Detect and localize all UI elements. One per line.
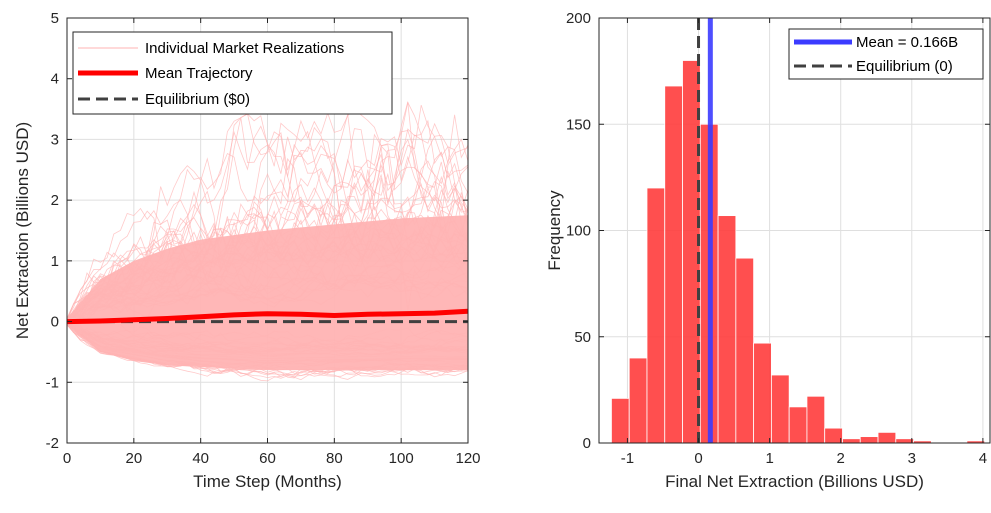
left-xtick-label: 120 xyxy=(455,450,480,467)
left-xtick-label: 20 xyxy=(125,450,142,467)
right-chart-histogram: -1 0 1 2 3 4 0 50 100 150 200 Final Net Extraction … xyxy=(545,10,991,491)
realization-path xyxy=(67,324,468,364)
mean-trajectory-line xyxy=(66,308,469,325)
histogram-bar xyxy=(770,374,790,444)
realization-path xyxy=(67,320,468,353)
realization-path xyxy=(67,321,468,353)
right-ytick-label: 50 xyxy=(574,329,591,346)
left-xtick-label: 80 xyxy=(326,450,343,467)
realization-path xyxy=(67,324,468,371)
realization-path xyxy=(67,324,468,363)
left-chart-trajectories: 0 20 40 60 80 100 120 -2 -1 0 1 2 3 4 5 Time Step (Mont… xyxy=(13,10,481,491)
realization-path xyxy=(67,205,468,325)
left-xtick-label: 0 xyxy=(63,450,71,467)
realization-path xyxy=(67,133,468,322)
histogram-bar xyxy=(664,85,683,444)
realization-path xyxy=(67,108,468,319)
left-legend: Individual Market Realizations Mean Traje… xyxy=(72,31,393,115)
left-ytick-label: 3 xyxy=(51,131,59,148)
realization-path xyxy=(67,104,468,319)
histogram-bars xyxy=(611,60,986,444)
right-xtick-label: 4 xyxy=(979,450,987,467)
right-xtick-label: 1 xyxy=(765,450,773,467)
histogram-bar xyxy=(895,438,914,444)
right-ytick-label: 150 xyxy=(566,116,591,133)
left-xtick-label: 60 xyxy=(259,450,276,467)
left-xtick-label: 100 xyxy=(389,450,414,467)
histogram-bar xyxy=(735,257,755,444)
right-xtick-label: 0 xyxy=(694,450,702,467)
histogram-bar xyxy=(877,431,897,444)
right-legend: Mean = 0.166B Equilibrium (0) xyxy=(788,28,984,80)
right-xlabel: Final Net Extraction (Billions USD) xyxy=(665,472,924,491)
realization-path xyxy=(67,250,468,319)
left-ytick-label: -1 xyxy=(46,374,59,391)
realization-path xyxy=(67,265,468,319)
right-xtick-label: -1 xyxy=(621,450,634,467)
left-ytick-label: -2 xyxy=(46,435,59,452)
right-xtick-label: 3 xyxy=(908,450,916,467)
left-xlabel: Time Step (Months) xyxy=(193,472,342,491)
right-ylabel: Frequency xyxy=(545,190,564,271)
legend-label: Mean Trajectory xyxy=(145,65,253,82)
realization-path xyxy=(67,245,468,319)
left-xtick-label: 40 xyxy=(192,450,209,467)
realization-path xyxy=(67,138,468,326)
left-ytick-label: 4 xyxy=(51,71,59,88)
realization-path xyxy=(67,324,468,382)
left-ytick-label: 0 xyxy=(51,314,59,331)
legend-label: Mean = 0.166B xyxy=(856,34,958,51)
left-ytick-label: 5 xyxy=(51,10,59,27)
realization-dense-band xyxy=(67,215,468,371)
legend-label: Equilibrium ($0) xyxy=(145,91,250,108)
histogram-bar xyxy=(628,357,648,444)
realization-path xyxy=(67,217,468,322)
realization-path xyxy=(67,276,468,323)
realization-path xyxy=(67,323,468,349)
histogram-bar xyxy=(842,438,861,444)
histogram-bar xyxy=(824,427,843,444)
legend-label: Equilibrium (0) xyxy=(856,58,953,75)
realization-path xyxy=(67,251,468,325)
right-xtick-label: 2 xyxy=(837,450,845,467)
left-ytick-label: 2 xyxy=(51,192,59,209)
histogram-bar xyxy=(859,436,879,444)
histogram-bar xyxy=(753,342,772,444)
histogram-bar xyxy=(806,395,826,444)
histogram-bar xyxy=(611,397,630,444)
realization-path xyxy=(67,223,468,322)
realization-path xyxy=(67,321,468,354)
realization-path xyxy=(67,128,468,321)
realization-path xyxy=(67,274,468,319)
right-legend-box xyxy=(788,28,984,80)
realization-path xyxy=(67,134,468,325)
right-ytick-label: 100 xyxy=(566,223,591,240)
legend-label: Individual Market Realizations xyxy=(145,40,344,57)
realization-paths xyxy=(67,101,468,382)
realization-path xyxy=(67,114,468,320)
realization-path xyxy=(67,145,468,324)
realization-path xyxy=(67,321,468,377)
realization-path xyxy=(67,183,468,320)
histogram-bar xyxy=(646,187,666,444)
right-ytick-label: 0 xyxy=(583,435,591,452)
histogram-bar xyxy=(788,406,808,444)
histogram-bar xyxy=(717,215,737,444)
right-ytick-label: 200 xyxy=(566,10,591,27)
left-ylabel: Net Extraction (Billions USD) xyxy=(13,122,32,339)
left-ytick-label: 1 xyxy=(51,253,59,270)
realization-path xyxy=(67,209,468,319)
realization-path xyxy=(67,323,468,352)
realization-path xyxy=(67,324,468,367)
realization-path xyxy=(67,323,468,358)
